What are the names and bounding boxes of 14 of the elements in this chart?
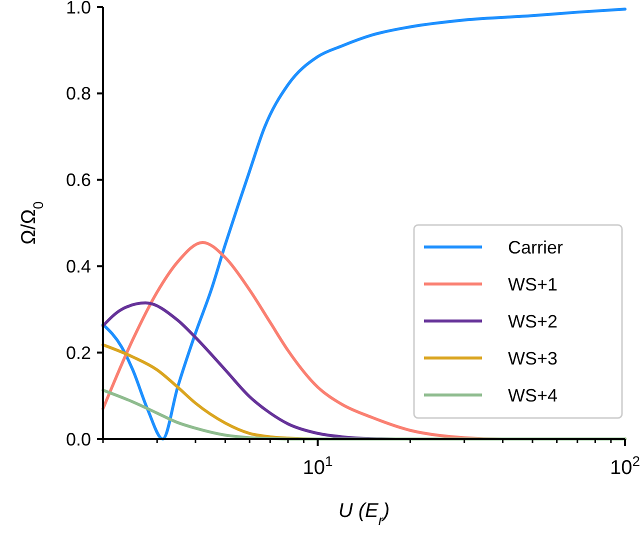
legend-label: WS+1	[508, 274, 558, 294]
legend-label: WS+2	[508, 311, 558, 332]
y-tick-label: 0.2	[66, 342, 91, 363]
legend-label: WS+3	[508, 348, 558, 368]
x-tick-label: 10$^{1}$	[302, 453, 333, 479]
y-tick-label: 1.0	[66, 0, 91, 18]
legend-label: Carrier	[508, 237, 564, 258]
x-tick-label: 10$^{2}$	[610, 453, 640, 479]
y-tick-label: 0.0	[66, 429, 91, 450]
y-tick-label: 0.4	[66, 256, 91, 276]
legend-label: WS+4	[508, 385, 558, 406]
y-tick-label: 0.6	[66, 170, 91, 190]
x-axis-title: U (E$_{r}$)	[338, 500, 390, 528]
y-tick-label: 0.8	[66, 84, 91, 104]
